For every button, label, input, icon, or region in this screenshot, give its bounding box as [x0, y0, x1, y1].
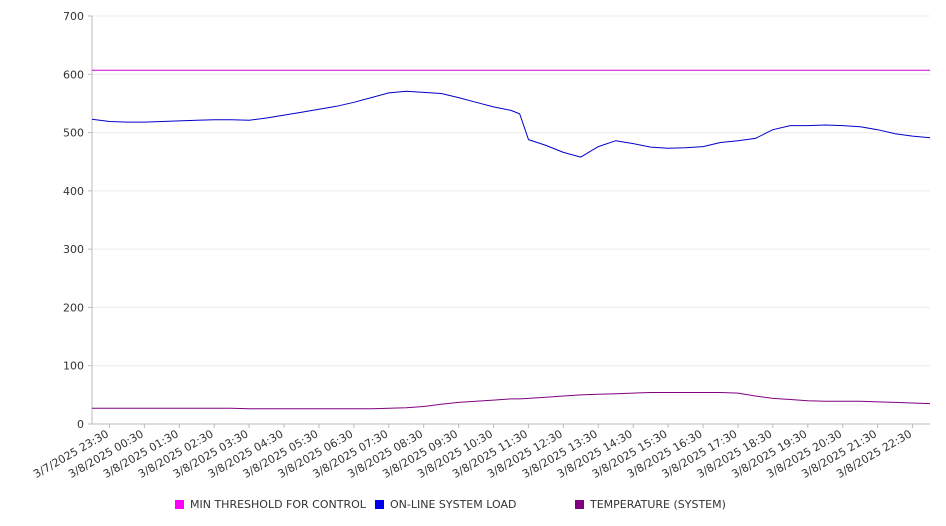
legend-swatch-system-load	[375, 500, 384, 509]
legend-item-min-threshold[interactable]: MIN THRESHOLD FOR CONTROL	[175, 498, 366, 511]
series-line-temperature-system	[92, 392, 931, 410]
series-line-on-line-system-load	[91, 90, 931, 158]
legend-item-temperature[interactable]: TEMPERATURE (SYSTEM)	[575, 498, 726, 511]
y-tick-label-600: 600	[63, 68, 84, 81]
legend-swatch-temperature	[575, 500, 584, 509]
y-tick-label-200: 200	[63, 301, 84, 314]
legend-label-system-load: ON-LINE SYSTEM LOAD	[390, 498, 517, 511]
y-tick-label-0: 0	[77, 418, 84, 431]
grid-lines	[92, 15, 930, 367]
y-tick-label-300: 300	[63, 243, 84, 256]
legend-swatch-min-threshold	[175, 500, 184, 509]
y-tick-label-700: 700	[63, 10, 84, 23]
legend-item-system-load[interactable]: ON-LINE SYSTEM LOAD	[375, 498, 516, 511]
axes	[91, 16, 930, 425]
y-tick-label-500: 500	[63, 127, 84, 140]
x-axis-ticks: 3/7/2025 23:303/8/2025 00:303/8/2025 01:…	[31, 424, 914, 481]
legend: MIN THRESHOLD FOR CONTROL ON-LINE SYSTEM…	[0, 498, 946, 516]
y-tick-label-100: 100	[63, 360, 84, 373]
y-axis-ticks: 0 100 200 300 400 500 600 700	[63, 10, 92, 431]
y-tick-label-400: 400	[63, 185, 84, 198]
series-layer	[91, 69, 931, 410]
legend-label-temperature: TEMPERATURE (SYSTEM)	[590, 498, 726, 511]
legend-label-min-threshold: MIN THRESHOLD FOR CONTROL	[190, 498, 366, 511]
